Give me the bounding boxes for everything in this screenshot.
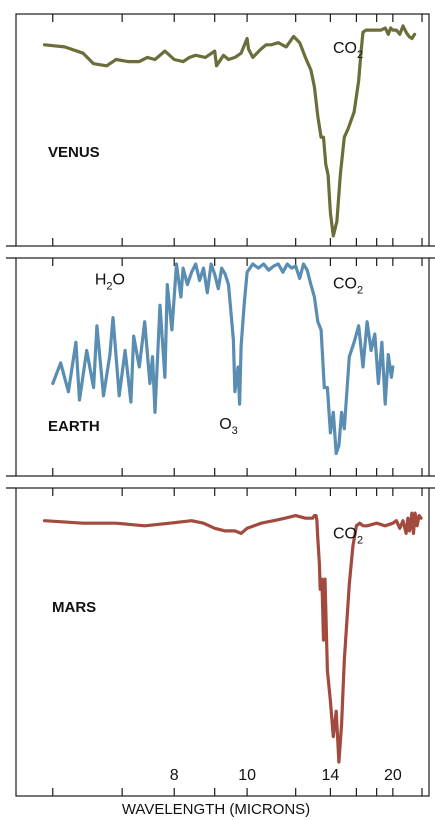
mars-panel-frame [15,487,430,797]
x-tick-label: 14 [321,767,339,784]
panel-bracket [429,245,435,259]
x-axis-ticks [52,14,423,796]
earth-panel-frame [15,257,430,477]
x-axis-title: WAVELENGTH (MICRONS) [122,801,310,818]
mars-spectrum-line [42,511,423,764]
panel-bracket [6,475,16,489]
spectra-series [42,24,423,764]
annotation-label: H2O [95,272,125,293]
venus-label: VENUS [48,144,100,161]
panel-frames [15,13,430,797]
annotation-label: O3 [219,416,238,437]
earth-label: EARTH [48,418,100,435]
panel-bracket [6,245,16,259]
x-tick-label: 10 [238,767,256,784]
mars-label: MARS [52,599,96,616]
x-tick-label: 8 [170,767,179,784]
earth-spectrum-line [51,262,395,456]
panel-bracket [429,475,435,489]
panel-labels: VENUS CO2 EARTH H2O O3 CO2 MARS CO2 [48,40,363,616]
panel-brackets [6,245,435,489]
annotation-label: CO2 [333,40,363,61]
x-tick-labels: 8 10 14 20 [170,767,402,784]
x-tick-label: 20 [384,767,402,784]
annotation-label: CO2 [333,276,363,297]
annotation-label: CO2 [333,525,363,546]
venus-spectrum-line [42,24,417,238]
venus-panel-frame [15,13,430,247]
